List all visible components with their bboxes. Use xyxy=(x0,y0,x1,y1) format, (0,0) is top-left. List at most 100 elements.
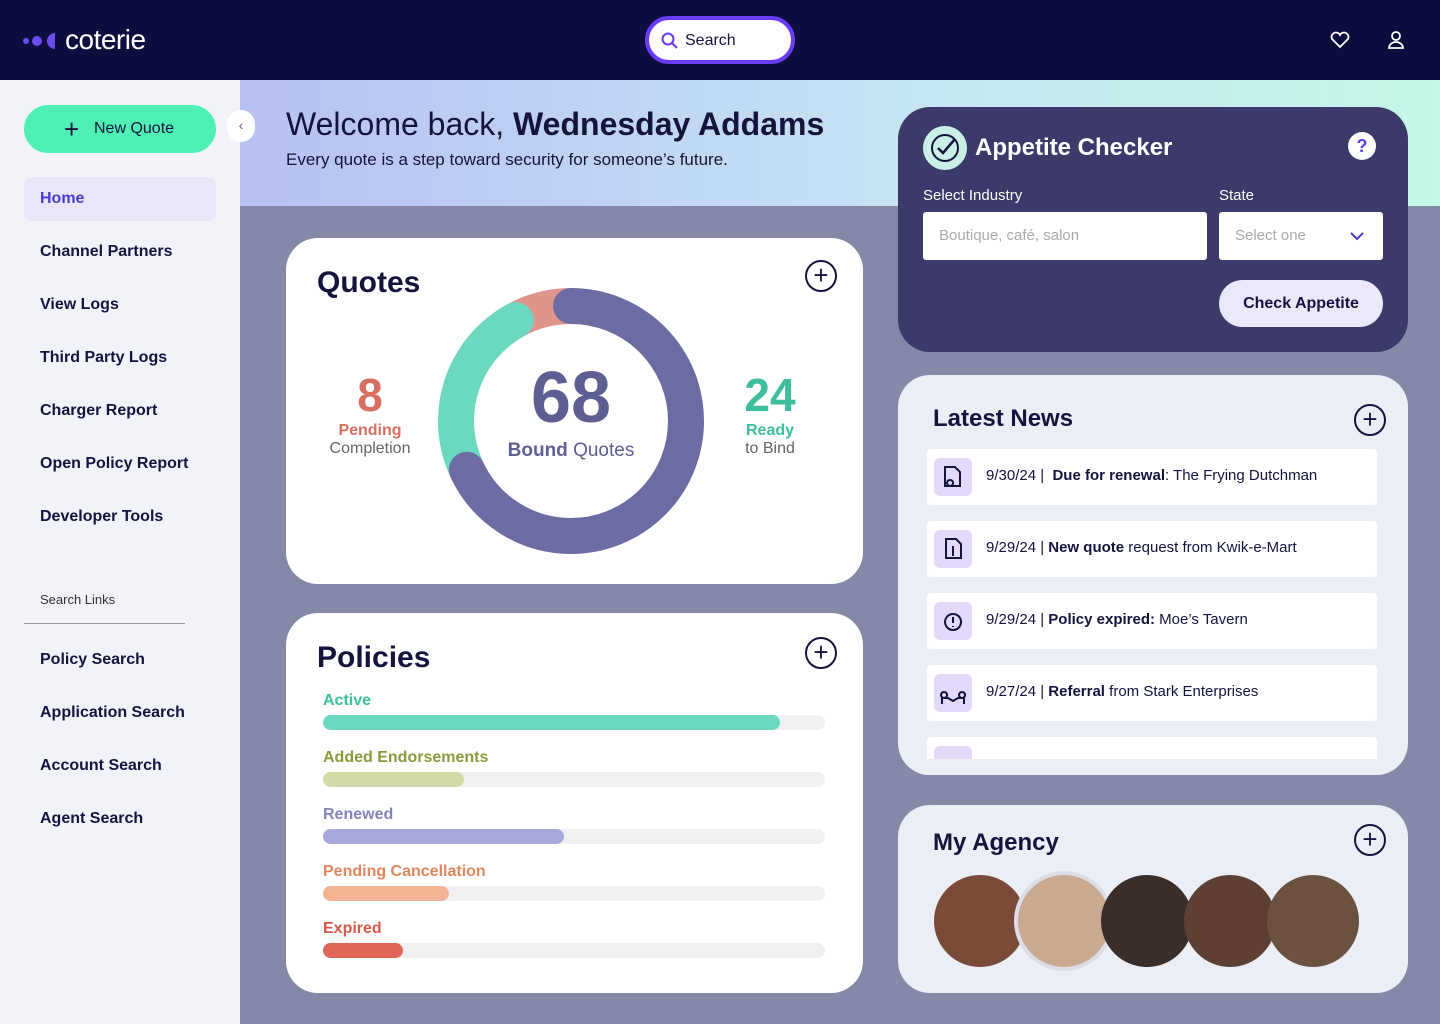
stat-value: 68 xyxy=(530,358,612,438)
icon-glyph xyxy=(944,613,962,631)
bar-fill xyxy=(323,886,449,901)
nav-item[interactable]: Open Policy Report xyxy=(40,455,189,472)
news-date: 9/29/24 | xyxy=(986,611,1049,628)
news-icon xyxy=(934,674,972,712)
news-date: 9/27/24 | xyxy=(986,683,1049,700)
favorites-icon[interactable] xyxy=(1330,31,1350,49)
quotes-card: Quotes + 8 Pending Completion 24 Ready t… xyxy=(286,238,863,584)
agent-avatars xyxy=(934,871,1359,971)
avatar[interactable] xyxy=(1101,875,1193,967)
ready-stat: 24 Ready to Bind xyxy=(690,368,850,458)
check-appetite-button[interactable]: Check Appetite xyxy=(1219,280,1383,327)
state-select[interactable]: Select one xyxy=(1219,212,1383,260)
news-highlight: Policy expired: xyxy=(1048,611,1155,628)
news-icon xyxy=(934,602,972,640)
news-item[interactable]: 9/27/24 | Referral from Stark Enterprise… xyxy=(927,665,1377,721)
help-button[interactable]: ? xyxy=(1348,132,1376,160)
divider xyxy=(24,623,185,624)
bar-fill xyxy=(323,943,404,958)
avatar[interactable] xyxy=(1014,871,1114,971)
icon-glyph xyxy=(945,538,962,559)
add-button[interactable]: + xyxy=(805,260,837,292)
icon-glyph xyxy=(940,691,967,704)
banner-subtitle: Every quote is a step toward security fo… xyxy=(286,150,728,169)
icon-bg xyxy=(934,458,972,496)
stat-caption: Bound Quotes xyxy=(471,440,671,462)
stat-strong: Pending xyxy=(338,422,402,439)
bar-track xyxy=(323,886,825,901)
agency-card: My Agency + xyxy=(898,805,1408,993)
pending-stat: 8 Pending Completion xyxy=(290,368,450,458)
news-detail: Moe’s Tavern xyxy=(1155,611,1248,628)
greeting: Welcome back, Wednesday Addams xyxy=(286,106,824,143)
industry-input[interactable]: Boutique, café, salon xyxy=(923,212,1207,260)
donut-segment xyxy=(438,288,704,554)
avatar[interactable] xyxy=(934,875,1026,967)
news-detail: : The Frying Dutchman xyxy=(1164,467,1318,484)
avatar[interactable] xyxy=(1267,875,1359,967)
field-label: State xyxy=(1219,187,1255,204)
nav-item[interactable]: View Logs xyxy=(40,296,119,313)
news-text: 9/29/24 | Policy expired: Moe’s Tavern xyxy=(986,611,1248,628)
stat-label: Completion xyxy=(329,440,411,457)
appetite-card: Appetite Checker ? Select Industry State… xyxy=(898,107,1408,352)
add-button[interactable]: + xyxy=(805,637,837,669)
card-title: Quotes xyxy=(317,266,421,299)
card-title: My Agency xyxy=(933,829,1059,856)
search-link[interactable]: Application Search xyxy=(40,704,185,721)
search-link[interactable]: Agent Search xyxy=(40,810,144,827)
bar-fill xyxy=(323,715,780,730)
search-placeholder: Search xyxy=(685,32,736,49)
card-title: Latest News xyxy=(933,405,1074,432)
add-button[interactable]: + xyxy=(1354,404,1386,436)
donut-shadow xyxy=(474,324,668,518)
nav-item[interactable]: Home xyxy=(24,177,216,221)
section-label: Search Links xyxy=(40,592,116,607)
news-highlight: New quote xyxy=(1048,539,1125,556)
news-highlight: Referral xyxy=(1048,683,1105,700)
bar-track xyxy=(323,715,825,730)
plus-icon: + xyxy=(64,114,80,144)
news-icon xyxy=(934,530,972,568)
news-item[interactable]: 9/30/24 | Due for renewal: The Frying Du… xyxy=(927,449,1377,505)
bar-track xyxy=(323,772,825,787)
news-text: 9/29/24 | New quote request from Kwik-e-… xyxy=(986,539,1297,556)
stat-label: Quotes xyxy=(567,440,635,461)
search-box[interactable]: Search xyxy=(645,16,795,64)
news-fade xyxy=(898,759,1408,775)
search-link[interactable]: Policy Search xyxy=(40,651,145,668)
bar-fill xyxy=(323,829,564,844)
nav-item[interactable]: Third Party Logs xyxy=(40,349,168,366)
avatar[interactable] xyxy=(1184,875,1276,967)
news-detail: from Stark Enterprises xyxy=(1104,683,1259,700)
news-text: 9/27/24 | Referral from Stark Enterprise… xyxy=(986,683,1258,700)
news-date: 9/30/24 | xyxy=(986,467,1053,484)
donut-chart xyxy=(438,287,704,554)
field-label: Select Industry xyxy=(923,187,1023,204)
card-title: Appetite Checker xyxy=(975,134,1173,161)
policies-card: Policies + Active Added Endorsements Renew… xyxy=(286,613,863,993)
chevron-icon xyxy=(1350,232,1364,241)
bar-label: Active xyxy=(323,692,372,709)
news-item[interactable]: 9/29/24 | Policy expired: Moe’s Tavern xyxy=(927,593,1377,649)
new-quote-button[interactable]: + New Quote xyxy=(24,105,216,153)
bound-stat: 68 Bound Quotes xyxy=(471,356,671,462)
nav-item[interactable]: Charger Report xyxy=(40,402,158,419)
news-item[interactable]: 9/29/24 | New quote request from Kwik-e-… xyxy=(927,521,1377,577)
user-name: Wednesday Addams xyxy=(513,106,825,142)
collapse-button[interactable]: ‹ xyxy=(227,110,255,142)
search-icon xyxy=(661,32,678,49)
bar-label: Renewed xyxy=(323,806,394,823)
bar-label: Expired xyxy=(323,920,382,937)
bar-label: Added Endorsements xyxy=(323,749,489,766)
bar-track xyxy=(323,943,825,958)
sidebar: + New Quote Search Links Home Channel Part… xyxy=(0,80,240,1024)
search-link[interactable]: Account Search xyxy=(40,757,162,774)
nav-item[interactable]: Developer Tools xyxy=(40,508,164,525)
profile-icon[interactable] xyxy=(1387,30,1405,50)
add-button[interactable]: + xyxy=(1354,824,1386,856)
nav-item[interactable]: Channel Partners xyxy=(40,243,173,260)
select-placeholder: Select one xyxy=(1235,227,1306,244)
